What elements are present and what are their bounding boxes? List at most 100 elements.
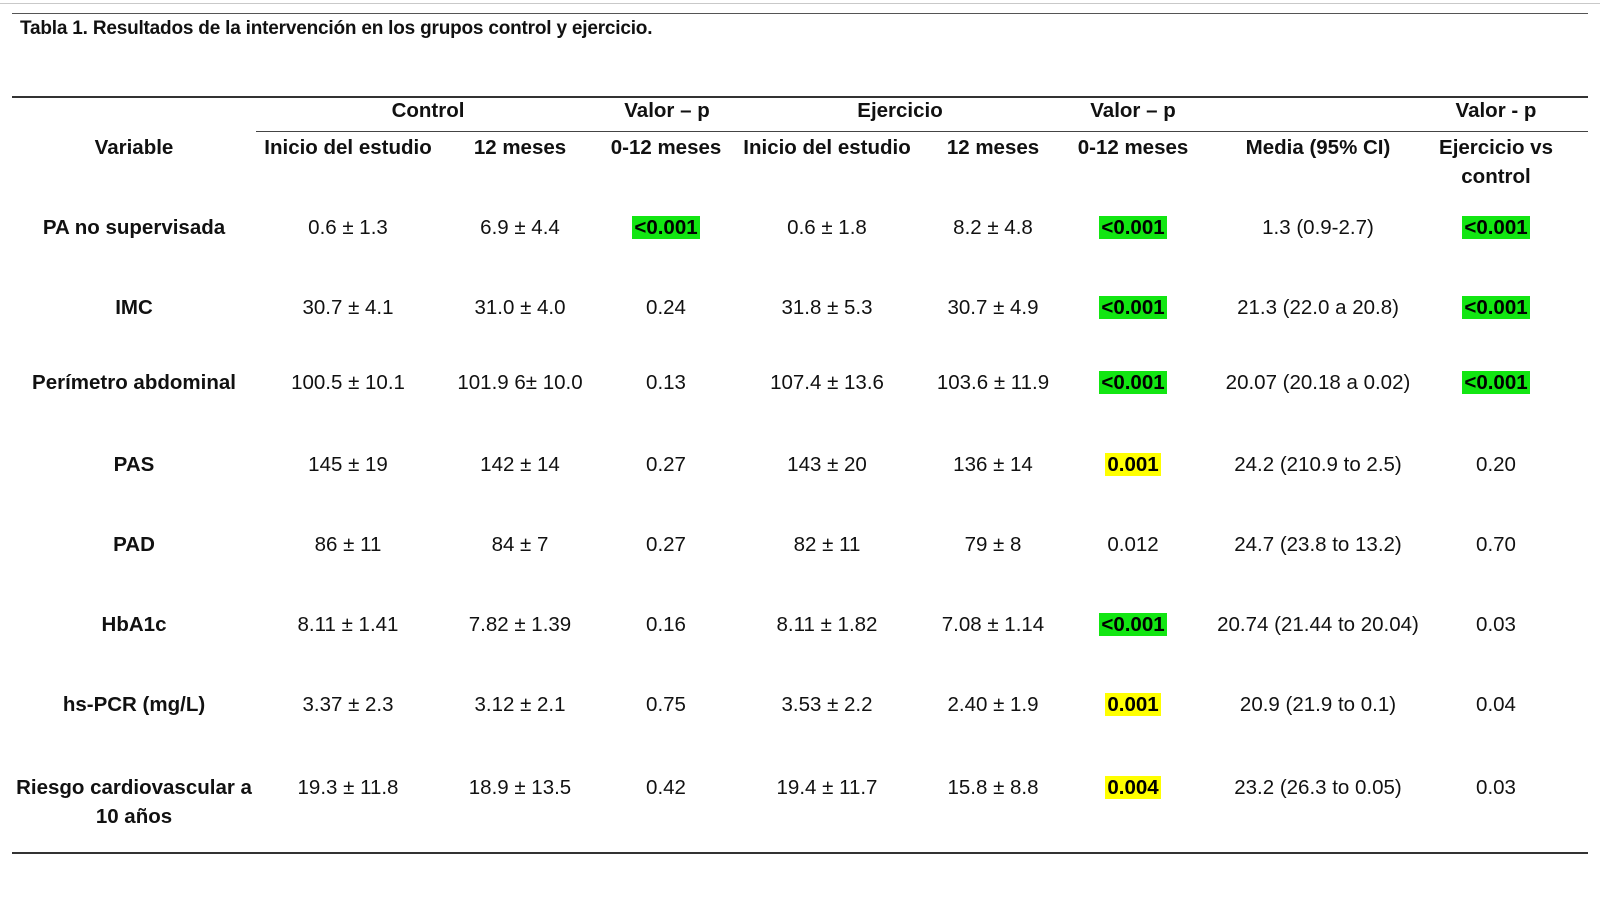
header-valor-p-control: Valor – p xyxy=(624,99,710,122)
cell-ejercicio-p: <0.001 xyxy=(1068,293,1198,322)
cell-control-12: 142 ± 14 xyxy=(480,453,560,476)
cell-variable: PA no supervisada xyxy=(42,216,226,239)
cell-variable: HbA1c xyxy=(101,613,167,636)
cell-control-inicio: 100.5 ± 10.1 xyxy=(291,371,405,394)
cell-control-p: <0.001 xyxy=(601,213,731,242)
table-caption: Tabla 1. Resultados de la intervención e… xyxy=(20,18,653,39)
header-control-12: 12 meses xyxy=(473,136,567,159)
p-value: 0.004 xyxy=(1105,776,1161,799)
cell-media: 1.3 (0.9-2.7) xyxy=(1262,216,1374,239)
cell-media: 24.7 (23.8 to 13.2) xyxy=(1234,533,1402,556)
cell-ejercicio-inicio: 82 ± 11 xyxy=(793,533,861,556)
cell-ejercicio-inicio: 3.53 ± 2.2 xyxy=(781,693,873,716)
header-valor-p-ejercicio: Valor – p xyxy=(1090,99,1176,122)
header-control: Control xyxy=(391,99,465,122)
table-bottom-rule xyxy=(12,852,1588,854)
p-value: 0.42 xyxy=(646,776,686,799)
cell-vs-p: 0.70 xyxy=(1431,530,1561,559)
header-ejercicio-12: 12 meses xyxy=(946,136,1040,159)
cell-control-p: 0.24 xyxy=(601,293,731,322)
cell-control-12: 18.9 ± 13.5 xyxy=(468,776,572,799)
cell-ejercicio-12: 15.8 ± 8.8 xyxy=(947,776,1039,799)
cell-ejercicio-12: 79 ± 8 xyxy=(964,533,1022,556)
p-value: 0.03 xyxy=(1476,776,1516,799)
cell-vs-p: 0.03 xyxy=(1431,610,1561,639)
cell-ejercicio-p: 0.001 xyxy=(1068,690,1198,719)
cell-ejercicio-inicio: 107.4 ± 13.6 xyxy=(770,371,884,394)
p-value: 0.20 xyxy=(1476,453,1516,476)
p-value: 0.04 xyxy=(1476,693,1516,716)
header-control-p: 0-12 meses xyxy=(610,136,722,159)
cell-media: 23.2 (26.3 to 0.05) xyxy=(1234,776,1402,799)
cell-control-p: 0.42 xyxy=(601,773,731,802)
cell-control-12: 84 ± 7 xyxy=(491,533,549,556)
top-border xyxy=(0,3,1600,4)
cell-ejercicio-inicio: 31.8 ± 5.3 xyxy=(781,296,873,319)
cell-ejercicio-p: 0.004 xyxy=(1068,773,1198,802)
cell-control-inicio: 30.7 ± 4.1 xyxy=(302,296,394,319)
p-value: 0.13 xyxy=(646,371,686,394)
cell-control-inicio: 8.11 ± 1.41 xyxy=(297,613,399,636)
cell-media: 20.74 (21.44 to 20.04) xyxy=(1217,613,1419,636)
cell-vs-p: 0.03 xyxy=(1431,773,1561,802)
cell-ejercicio-p: <0.001 xyxy=(1068,213,1198,242)
cell-ejercicio-p: <0.001 xyxy=(1068,610,1198,639)
p-value: 0.27 xyxy=(646,533,686,556)
cell-control-p: 0.16 xyxy=(601,610,731,639)
p-value: <0.001 xyxy=(1462,371,1530,394)
cell-control-inicio: 0.6 ± 1.3 xyxy=(308,216,388,239)
p-value: <0.001 xyxy=(1099,613,1167,636)
cell-media: 21.3 (22.0 a 20.8) xyxy=(1237,296,1399,319)
p-value: 0.16 xyxy=(646,613,686,636)
cell-vs-p: <0.001 xyxy=(1431,368,1561,397)
cell-ejercicio-12: 7.08 ± 1.14 xyxy=(941,613,1045,636)
p-value: <0.001 xyxy=(1462,216,1530,239)
cell-variable: PAD xyxy=(113,533,155,556)
header-ejercicio: Ejercicio xyxy=(857,99,943,122)
cell-ejercicio-12: 136 ± 14 xyxy=(953,453,1033,476)
cell-media: 20.07 (20.18 a 0.02) xyxy=(1225,371,1411,394)
cell-control-12: 101.9 6± 10.0 xyxy=(457,371,583,394)
table-top-rule xyxy=(12,96,1588,98)
p-value: <0.001 xyxy=(1099,296,1167,319)
p-value: <0.001 xyxy=(1099,216,1167,239)
cell-ejercicio-inicio: 8.11 ± 1.82 xyxy=(776,613,878,636)
header-valor-p-vs: Valor - p xyxy=(1455,99,1537,122)
p-value: 0.24 xyxy=(646,296,686,319)
group-header-rule xyxy=(256,131,1588,132)
p-value: 0.70 xyxy=(1476,533,1516,556)
header-ejercicio-p: 0-12 meses xyxy=(1077,136,1189,159)
cell-control-inicio: 86 ± 11 xyxy=(314,533,382,556)
cell-vs-p: 0.20 xyxy=(1431,450,1561,479)
cell-control-inicio: 3.37 ± 2.3 xyxy=(302,693,394,716)
p-value: 0.001 xyxy=(1105,453,1161,476)
cell-ejercicio-inicio: 143 ± 20 xyxy=(787,453,867,476)
cell-media: 24.2 (210.9 to 2.5) xyxy=(1234,453,1402,476)
cell-ejercicio-inicio: 19.4 ± 11.7 xyxy=(776,776,878,799)
cell-control-12: 31.0 ± 4.0 xyxy=(474,296,566,319)
cell-control-12: 7.82 ± 1.39 xyxy=(468,613,572,636)
cell-ejercicio-p: 0.001 xyxy=(1068,450,1198,479)
cell-variable: Perímetro abdominal xyxy=(32,371,236,394)
cell-vs-p: <0.001 xyxy=(1431,293,1561,322)
cell-control-inicio: 145 ± 19 xyxy=(308,453,388,476)
cell-variable: IMC xyxy=(115,296,153,319)
cell-vs-p: 0.04 xyxy=(1431,690,1561,719)
p-value: 0.03 xyxy=(1476,613,1516,636)
cell-control-p: 0.75 xyxy=(601,690,731,719)
header-variable: Variable xyxy=(94,136,174,159)
cell-variable: hs-PCR (mg/L) xyxy=(62,693,206,716)
caption-top-rule xyxy=(12,13,1588,14)
p-value: 0.27 xyxy=(646,453,686,476)
cell-ejercicio-inicio: 0.6 ± 1.8 xyxy=(787,216,867,239)
cell-ejercicio-p: <0.001 xyxy=(1068,368,1198,397)
p-value: 0.75 xyxy=(646,693,686,716)
cell-ejercicio-12: 8.2 ± 4.8 xyxy=(953,216,1033,239)
cell-media: 20.9 (21.9 to 0.1) xyxy=(1239,693,1397,716)
header-ejercicio-inicio: Inicio del estudio xyxy=(743,136,911,159)
header-control-inicio: Inicio del estudio xyxy=(264,136,432,159)
cell-control-inicio: 19.3 ± 11.8 xyxy=(297,776,399,799)
cell-vs-p: <0.001 xyxy=(1431,213,1561,242)
header-vs-line2: control xyxy=(1461,165,1531,188)
cell-ejercicio-p: 0.012 xyxy=(1068,530,1198,559)
